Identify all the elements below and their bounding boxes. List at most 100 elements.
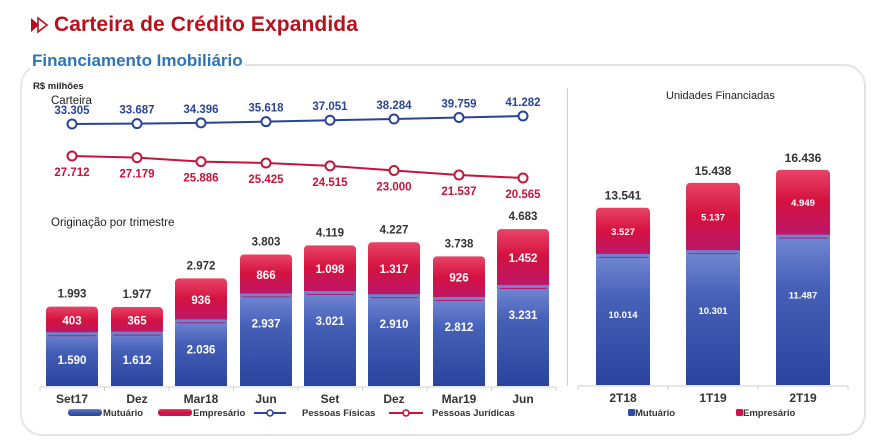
pessoas-juridicas-value-label: 27.179 <box>119 169 154 181</box>
pessoas-fisicas-value-label: 33.687 <box>119 105 154 117</box>
empresario-value-label: 926 <box>449 273 468 285</box>
total-value-label: 4.227 <box>380 224 409 236</box>
page-title: Carteira de Crédito Expandida <box>54 13 358 36</box>
unidades-chart-title: Unidades Financiadas <box>666 90 775 102</box>
total-value-label: 2.972 <box>187 260 216 272</box>
bar-segment-divider <box>686 250 740 254</box>
pessoas-juridicas-value-label: 25.425 <box>248 174 284 186</box>
total-value-label: 4.683 <box>509 211 538 223</box>
header: Carteira de Crédito Expandida <box>30 10 358 40</box>
empresario-bar <box>596 207 650 258</box>
empresario-value-label: 403 <box>62 315 81 327</box>
legends: Mutuário Empresário Pessoas Físicas Pessoas… <box>68 408 795 419</box>
pessoas-juridicas-legend-label: Pessoas Jurídicas <box>432 408 515 419</box>
x-tick-label: Jun <box>512 392 533 406</box>
x-tick-label: Set <box>321 392 340 406</box>
mutuario-value-label: 3.021 <box>316 316 345 328</box>
mutuario-bar <box>175 319 227 386</box>
mutuario-bar <box>304 290 356 386</box>
empresario-legend-label: Empresário <box>743 408 795 419</box>
x-tick-label: Dez <box>383 392 404 406</box>
carteira-line-chart: 33.305 33.687 34.396 35.618 37.051 38.284 39.7… <box>54 97 541 201</box>
empresario-bar <box>240 254 292 298</box>
mutuario-value-label: 2.036 <box>187 344 216 356</box>
pessoas-fisicas-value-label: 37.051 <box>312 101 348 113</box>
pessoas-juridicas-point <box>324 160 336 172</box>
x-tick-label: 2T19 <box>789 391 817 405</box>
mutuario-bar <box>111 331 163 386</box>
pessoas-fisicas-value-label: 38.284 <box>376 100 412 112</box>
empresario-value-label: 4.949 <box>791 198 815 209</box>
pessoas-fisicas-value-label: 35.618 <box>248 103 284 115</box>
unidades-bar-chart: 3.527 10.014 13.541 2T18 5.137 10.301 15.438 1T… <box>577 151 849 405</box>
mutuario-bar <box>596 253 650 385</box>
total-value-label: 1.993 <box>58 289 87 301</box>
x-tick-label: Set17 <box>56 392 88 406</box>
pessoas-fisicas-point <box>388 113 400 125</box>
bar-segment-divider <box>304 290 356 294</box>
empresario-bar <box>497 229 549 289</box>
pessoas-fisicas-point <box>131 118 143 130</box>
pessoas-fisicas-legend-marker <box>266 409 274 417</box>
x-tick-label: Mar19 <box>442 392 477 406</box>
carteira-chart-title: Carteira <box>51 95 92 107</box>
total-value-label: 16.436 <box>785 151 822 165</box>
mutuario-bar <box>240 293 292 386</box>
mutuario-value-label: 1.590 <box>58 355 87 367</box>
pessoas-juridicas-value-label: 24.515 <box>312 177 348 189</box>
bar-segment-divider <box>433 297 485 301</box>
x-tick-label: Jun <box>255 392 276 406</box>
mutuario-bar <box>368 294 420 386</box>
bar-segment-divider <box>111 331 163 335</box>
empresario-bar <box>304 245 356 295</box>
bar-segment-divider <box>175 319 227 323</box>
pessoas-fisicas-point <box>195 117 207 129</box>
mutuario-bar <box>46 332 98 386</box>
empresario-value-label: 5.137 <box>701 213 725 224</box>
pessoas-fisicas-legend-label: Pessoas Físicas <box>302 408 375 419</box>
pessoas-juridicas-value-label: 21.537 <box>441 186 476 198</box>
mutuario-value-label: 2.910 <box>380 319 409 331</box>
bar-segment-divider <box>240 293 292 297</box>
empresario-value-label: 866 <box>256 270 275 282</box>
total-value-label: 4.119 <box>316 227 344 239</box>
mutuario-value-label: 1.612 <box>123 355 152 367</box>
mutuario-value-label: 11.487 <box>789 291 818 302</box>
mutuario-value-label: 2.812 <box>445 322 474 334</box>
pessoas-juridicas-point <box>388 165 400 177</box>
x-tick-label: 2T18 <box>609 391 637 405</box>
pessoas-juridicas-point <box>195 156 207 168</box>
x-tick-label: Dez <box>126 392 147 406</box>
pessoas-juridicas-line <box>71 155 524 179</box>
pessoas-fisicas-point <box>453 112 465 124</box>
pessoas-juridicas-point <box>453 169 465 181</box>
originacao-bar-chart: 403 1.590 1.993 Set17 365 1.612 1.977 Dez 936 2.0… <box>39 211 557 406</box>
mutuario-legend-label: Mutuário <box>103 408 143 419</box>
pessoas-fisicas-value-label: 39.759 <box>441 99 476 111</box>
empresario-legend-swatch <box>736 409 743 416</box>
pessoas-juridicas-point <box>260 157 272 169</box>
bar-segment-divider <box>497 284 549 288</box>
mutuario-legend-swatch <box>628 409 635 416</box>
pessoas-juridicas-value-label: 25.886 <box>183 173 218 185</box>
mutuario-legend-swatch <box>68 409 102 416</box>
total-value-label: 13.541 <box>605 189 642 203</box>
pessoas-juridicas-point <box>131 152 143 164</box>
mutuario-value-label: 10.301 <box>698 306 728 317</box>
pessoas-juridicas-value-label: 20.565 <box>505 189 541 201</box>
empresario-value-label: 3.527 <box>611 227 635 238</box>
double-arrow-right-icon <box>31 16 49 34</box>
bar-segment-divider <box>596 253 650 257</box>
empresario-bar <box>368 242 420 299</box>
empresario-bar <box>686 182 740 255</box>
empresario-bar <box>776 169 830 239</box>
pessoas-juridicas-value-label: 23.000 <box>376 182 411 194</box>
pessoas-juridicas-legend-marker <box>402 409 410 417</box>
pessoas-fisicas-value-label: 34.396 <box>183 104 218 116</box>
bar-segment-divider <box>368 294 420 298</box>
empresario-bar <box>46 306 98 337</box>
pessoas-fisicas-point <box>324 114 336 126</box>
x-tick-label: 1T19 <box>699 391 727 405</box>
panel-divider <box>567 88 568 386</box>
bar-segment-divider <box>46 332 98 336</box>
